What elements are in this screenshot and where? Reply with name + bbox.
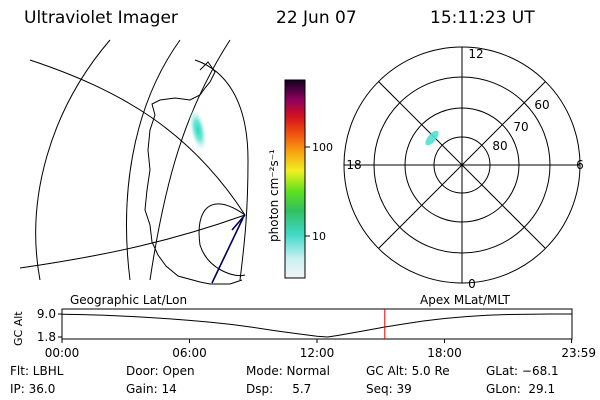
footer-filter: Flt: LBHL <box>10 364 64 378</box>
timeline-xtick-label: 06:00 <box>172 346 207 360</box>
colorbar-tick-label: 100 <box>312 141 333 154</box>
mlat-label-70: 70 <box>513 120 528 134</box>
map-parallel-line <box>19 214 246 269</box>
timeline-xtick-label: 00:00 <box>45 346 80 360</box>
time-label: 15:11:23 UT <box>430 8 535 28</box>
mlat-label-60: 60 <box>534 98 549 112</box>
timeline-right-title: Apex MLat/MLT <box>420 293 510 307</box>
map-track <box>231 214 246 231</box>
footer-ip: IP: 36.0 <box>10 382 56 396</box>
map-arc <box>35 39 111 281</box>
timeline-left-title: Geographic Lat/Lon <box>70 293 188 307</box>
footer-seq: Seq: 39 <box>366 382 412 396</box>
map-meridian-line <box>29 59 246 216</box>
map-earth-limb <box>194 59 249 281</box>
timeline-xtick-label: 23:59 <box>561 346 596 360</box>
footer-mode: Mode: Normal <box>246 364 330 378</box>
timeline-frame <box>61 308 573 340</box>
mlt-label-0: 0 <box>468 277 476 291</box>
instrument-title: Ultraviolet Imager <box>24 8 178 28</box>
mlt-label-18: 18 <box>346 158 361 172</box>
aurora-blob <box>188 108 208 152</box>
timeline-ylabel: GC Alt <box>12 311 25 346</box>
polar-aurora-blob <box>425 130 439 146</box>
colorbar-tick-label: 10 <box>312 230 326 243</box>
footer-gain: Gain: 14 <box>126 382 177 396</box>
map-circle <box>198 203 246 277</box>
map-arc <box>149 39 231 281</box>
date-label: 22 Jun 07 <box>276 8 357 28</box>
footer-dsp: Dsp: 5.7 <box>246 382 312 396</box>
timeline-ytick-label: 9.0 <box>37 307 56 321</box>
mlt-label-12: 12 <box>468 47 483 61</box>
timeline-xtick-label: 12:00 <box>300 346 335 360</box>
map-track <box>211 217 244 284</box>
mlat-label-80: 80 <box>492 139 507 153</box>
altitude-series-line <box>61 313 572 338</box>
footer-glat: GLat: −68.1 <box>486 364 559 378</box>
timeline-xtick-label: 18:00 <box>427 346 462 360</box>
footer-glon: GLon: 29.1 <box>486 382 556 396</box>
footer-gc-alt: GC Alt: 5.0 Re <box>366 364 450 378</box>
polar-diagonal <box>378 81 546 249</box>
colorbar-gradient <box>284 79 306 279</box>
timeline-ytick-label: 1.8 <box>37 330 56 344</box>
mlt-label-6: 6 <box>576 158 584 172</box>
map-arc <box>126 39 181 281</box>
colorbar-unit-label: photon cm⁻²s⁻¹ <box>267 149 281 242</box>
footer-door: Door: Open <box>126 364 195 378</box>
map-coastline <box>144 61 243 285</box>
